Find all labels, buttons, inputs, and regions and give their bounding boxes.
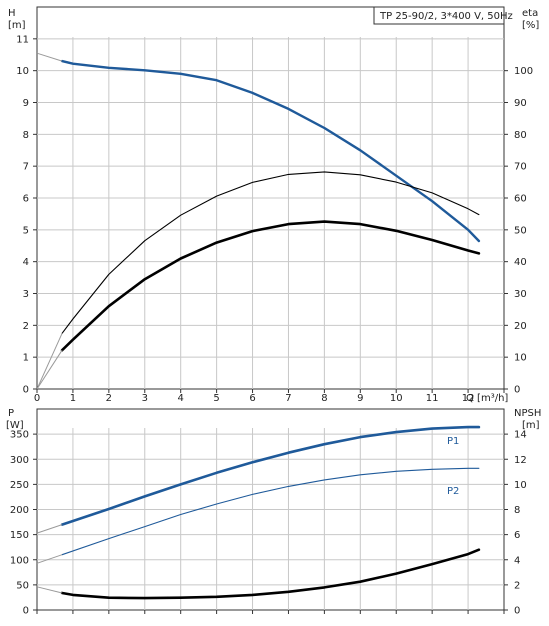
y2-tick-label: 100 [514, 66, 533, 77]
y-tick-label: 250 [10, 480, 29, 491]
y-tick-label: 10 [16, 66, 29, 77]
x-axis-label-q: Q [m³/h] [466, 393, 508, 404]
y2-tick-label: 40 [514, 257, 527, 268]
y-tick-label: 7 [23, 162, 29, 173]
y2-tick-label: 10 [514, 353, 527, 364]
series-extrapolation-line [36, 52, 63, 62]
y-tick-label: 150 [10, 530, 29, 541]
y2-axis-label-eta: eta [522, 8, 538, 19]
y-tick-label: 2 [23, 321, 29, 332]
y2-tick-label: 70 [514, 162, 527, 173]
x-tick-label: 7 [285, 393, 291, 404]
x-tick-label: 2 [106, 393, 112, 404]
y-tick-label: 4 [23, 257, 29, 268]
x-tick-label: 3 [142, 393, 148, 404]
y-tick-label: 5 [23, 225, 29, 236]
y2-axis-label-npsh: NPSH [514, 408, 541, 419]
y-tick-label: 0 [23, 606, 29, 617]
y-axis-unit-p: [W] [6, 420, 24, 431]
series-label-p1: P1 [447, 436, 459, 447]
x-tick-label: 9 [357, 393, 363, 404]
y2-tick-label: 60 [514, 194, 527, 205]
bottom-ticks: 0 50 100 150 200 250 300 350 0 2 4 6 8 10 12 14 [10, 430, 527, 617]
x-tick-label: 8 [321, 393, 327, 404]
y2-axis-unit-eta: [%] [522, 20, 539, 31]
series-line [61, 467, 480, 556]
y-tick-label: 6 [23, 194, 29, 205]
y2-tick-label: 6 [514, 530, 520, 541]
x-tick-label: 11 [426, 393, 439, 404]
y2-tick-label: 2 [514, 580, 520, 591]
bottom-panel: P [W] NPSH [m] 0 50 100 150 200 250 300 350 0 2 4 6… [6, 408, 541, 617]
y-tick-label: 8 [23, 130, 29, 141]
y2-tick-label: 4 [514, 555, 520, 566]
series-label-p2: P2 [447, 486, 459, 497]
title-box [373, 6, 505, 25]
top-series [36, 52, 481, 390]
series-line [60, 425, 481, 526]
series-extrapolation-line [36, 586, 63, 594]
series-extrapolation-line [36, 333, 63, 390]
series-line [60, 548, 481, 600]
series-extrapolation-line [36, 524, 63, 534]
top-panel: TP 25-90/2, 3*400 V, 50Hz H [m] eta [%] … [8, 6, 539, 404]
y-axis-label-h: H [8, 8, 16, 19]
y-tick-label: 100 [10, 555, 29, 566]
y-tick-label: 50 [16, 580, 29, 591]
y2-tick-label: 10 [514, 480, 527, 491]
series-line [60, 220, 481, 352]
y-tick-label: 9 [23, 98, 29, 109]
y2-tick-label: 0 [514, 606, 520, 617]
y-tick-label: 11 [16, 34, 29, 45]
y2-tick-label: 50 [514, 225, 527, 236]
series-line [61, 171, 480, 334]
x-tick-label: 4 [178, 393, 184, 404]
y2-tick-label: 8 [514, 505, 520, 516]
y2-tick-label: 0 [514, 385, 520, 396]
series-extrapolation-line [36, 349, 63, 390]
x-tick-label: 12 [462, 393, 475, 404]
y-tick-label: 3 [23, 289, 29, 300]
y-tick-label: 0 [23, 385, 29, 396]
x-tick-label: 0 [34, 393, 40, 404]
y-axis-label-p: P [8, 408, 14, 419]
y-tick-label: 300 [10, 455, 29, 466]
series-line [60, 59, 481, 243]
x-tick-label: 5 [213, 393, 219, 404]
y2-axis-unit-npsh: [m] [522, 420, 540, 431]
y-tick-label: 350 [10, 430, 29, 441]
top-grid [37, 37, 504, 389]
y-axis-unit-h: [m] [8, 20, 26, 31]
y2-tick-label: 30 [514, 289, 527, 300]
y2-tick-label: 80 [514, 130, 527, 141]
x-tick-label: 6 [249, 393, 255, 404]
y-tick-label: 1 [23, 353, 29, 364]
bottom-grid [37, 428, 504, 610]
y2-tick-label: 12 [514, 455, 527, 466]
x-tick-label: 10 [390, 393, 403, 404]
y-tick-label: 200 [10, 505, 29, 516]
y2-tick-label: 20 [514, 321, 527, 332]
bottom-series [36, 425, 481, 600]
chart-title: TP 25-90/2, 3*400 V, 50Hz [379, 11, 513, 22]
y2-tick-label: 90 [514, 98, 527, 109]
series-extrapolation-line [36, 554, 63, 564]
x-tick-label: 1 [70, 393, 76, 404]
y2-tick-label: 14 [514, 430, 527, 441]
